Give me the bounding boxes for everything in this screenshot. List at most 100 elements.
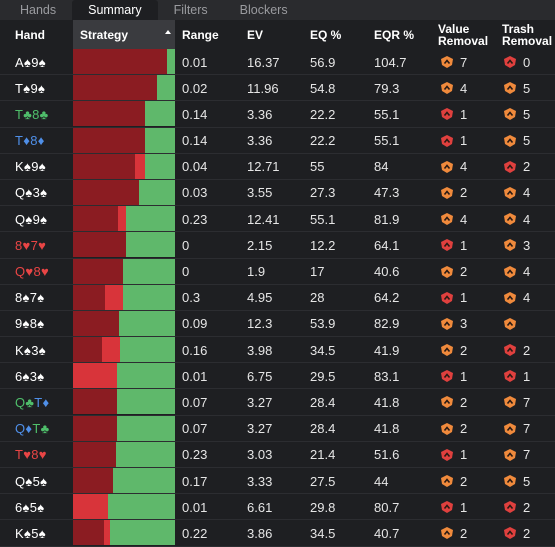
strategy-seg-green — [166, 49, 175, 74]
trash-removal-cell: 2 — [503, 494, 530, 520]
strategy-seg-dark-red — [73, 232, 127, 258]
hand-card: 8♥ — [33, 264, 49, 279]
removal-shield-icon — [503, 291, 517, 305]
ev-cell: 3.55 — [247, 185, 273, 201]
strategy-seg-dark-red — [73, 415, 117, 441]
column-header-trash-removal[interactable]: Trash Removal — [502, 20, 555, 49]
column-header-ev[interactable]: EV — [247, 27, 264, 42]
removal-value: 1 — [460, 368, 468, 384]
eq-cell: 34.5 — [310, 525, 336, 541]
value-removal-line-1: Value — [438, 21, 470, 36]
eq-cell: 53.9 — [310, 316, 336, 332]
table-row[interactable]: Q♥ 8♥ 0 1.9 17 40.6 2 4 — [0, 258, 555, 285]
removal-shield-icon — [440, 134, 454, 148]
hand-card: Q♣ — [15, 394, 35, 410]
column-header-value-removal[interactable]: Value Removal — [438, 20, 498, 49]
table-row[interactable]: Q♠ 5♠ 0.17 3.33 27.5 44 2 5 — [0, 468, 555, 495]
table-row[interactable]: Q♠ 9♠ 0.23 12.41 55.1 81.9 4 4 — [0, 206, 555, 233]
sort-ascending-icon[interactable] — [165, 30, 171, 34]
tab-hands[interactable]: Hands — [20, 3, 57, 17]
range-cell: 0 — [182, 237, 190, 253]
tab-summary[interactable]: Summary — [72, 0, 158, 20]
strategy-seg-green — [126, 232, 175, 258]
trash-removal-cell: 2 — [503, 337, 530, 363]
table-row[interactable]: 9♠ 8♠ 0.09 12.3 53.9 82.9 3 — [0, 310, 555, 338]
removal-value: 5 — [523, 80, 531, 96]
tab-blockers[interactable]: Blockers — [239, 3, 288, 17]
strategy-seg-bright-red — [117, 206, 127, 232]
removal-value: 3 — [460, 316, 468, 332]
strategy-seg-green — [115, 441, 175, 467]
eq-cell: 21.4 — [310, 447, 336, 463]
removal-shield-icon — [440, 238, 454, 252]
strategy-bar — [73, 389, 175, 415]
table-row[interactable]: 8♠ 7♠ 0.3 4.95 28 64.2 1 4 — [0, 284, 555, 311]
table-row[interactable]: 6♠ 5♠ 0.01 6.61 29.8 80.7 1 2 — [0, 494, 555, 521]
eqr-cell: 83.1 — [374, 368, 400, 384]
strategy-bar — [73, 127, 175, 153]
removal-value: 2 — [523, 499, 531, 515]
trash-removal-cell: 2 — [503, 154, 530, 180]
table-row[interactable]: 8♥ 7♥ 0 2.15 12.2 64.1 1 3 — [0, 232, 555, 259]
hand-card: T♦ — [15, 133, 31, 149]
table-row[interactable]: Q♠ 3♠ 0.03 3.55 27.3 47.3 2 4 — [0, 179, 555, 207]
eq-cell: 34.5 — [310, 342, 336, 358]
eqr-cell: 84 — [374, 159, 389, 175]
table-row[interactable]: K♠ 5♠ 0.22 3.86 34.5 40.7 2 2 — [0, 520, 555, 547]
table-row[interactable]: A♠ 9♠ 0.01 16.37 56.9 104.7 7 0 — [0, 49, 555, 76]
value-removal-cell: 1 — [440, 232, 467, 258]
eqr-cell: 81.9 — [374, 211, 400, 227]
trash-removal-cell: 1 — [503, 363, 530, 389]
table-row[interactable]: T♣ 8♣ 0.14 3.36 22.2 55.1 1 5 — [0, 101, 555, 128]
hands-table-body: A♠ 9♠ 0.01 16.37 56.9 104.7 7 0 T♠ 9♠ 0.02 11.96 54.… — [0, 49, 555, 547]
removal-shield-icon — [503, 265, 517, 279]
removal-value: 7 — [523, 421, 531, 437]
column-header-eqr[interactable]: EQR % — [374, 27, 415, 42]
hand-card: 9♠ — [31, 159, 46, 175]
strategy-seg-bright-red — [103, 520, 110, 546]
eqr-cell: 104.7 — [374, 54, 407, 70]
removal-shield-icon — [503, 526, 517, 540]
strategy-seg-green — [145, 101, 175, 127]
eq-cell: 29.5 — [310, 368, 336, 384]
trash-removal-cell: 7 — [503, 442, 530, 468]
removal-value: 1 — [460, 290, 468, 306]
table-row[interactable]: Q♦ T♣ 0.07 3.27 28.4 41.8 2 7 — [0, 415, 555, 442]
strategy-seg-dark-red — [73, 441, 116, 467]
hand-card: K♠ — [15, 159, 32, 175]
strategy-bar — [73, 258, 175, 284]
range-cell: 0.07 — [182, 394, 208, 410]
removal-value: 4 — [523, 211, 531, 227]
range-cell: 0.14 — [182, 106, 208, 122]
column-header-hand[interactable]: Hand — [15, 27, 45, 42]
trash-removal-line-2: Removal — [502, 33, 553, 48]
eq-cell: 28.4 — [310, 394, 336, 410]
table-row[interactable]: K♠ 3♠ 0.16 3.98 34.5 41.9 2 2 — [0, 337, 555, 364]
eqr-cell: 64.1 — [374, 237, 400, 253]
ev-cell: 11.96 — [247, 80, 279, 96]
tab-filters[interactable]: Filters — [173, 3, 208, 17]
table-row[interactable]: T♠ 9♠ 0.02 11.96 54.8 79.3 4 5 — [0, 75, 555, 102]
column-header-strategy[interactable]: Strategy — [73, 20, 175, 49]
table-row[interactable]: 6♠ 3♠ 0.01 6.75 29.5 83.1 1 1 — [0, 363, 555, 390]
range-cell: 0.3 — [182, 290, 201, 306]
table-row[interactable]: Q♣ T♦ 0.07 3.27 28.4 41.8 2 7 — [0, 389, 555, 416]
hand-cell: Q♣ T♦ — [15, 389, 49, 415]
column-header-range[interactable]: Range — [182, 27, 219, 42]
removal-shield-icon — [440, 291, 454, 305]
hand-cell: Q♦ T♣ — [15, 416, 49, 442]
column-header-eq[interactable]: EQ % — [310, 27, 342, 42]
trash-removal-cell: 4 — [503, 206, 530, 232]
tab-bar: Hands Summary Filters Blockers — [0, 0, 555, 20]
value-removal-cell: 4 — [440, 154, 467, 180]
table-row[interactable]: K♠ 9♠ 0.04 12.71 55 84 4 2 — [0, 153, 555, 180]
ev-cell: 2.15 — [247, 237, 273, 253]
strategy-seg-bright-red — [104, 284, 123, 310]
table-row[interactable]: T♦ 8♦ 0.14 3.36 22.2 55.1 1 5 — [0, 127, 555, 154]
value-removal-cell: 2 — [440, 180, 467, 206]
strategy-seg-green — [107, 494, 175, 520]
table-row[interactable]: T♥ 8♥ 0.23 3.03 21.4 51.6 1 7 — [0, 441, 555, 468]
hand-card: A♠ — [15, 54, 32, 70]
trash-removal-cell: 7 — [503, 389, 530, 415]
strategy-seg-dark-red — [73, 75, 157, 101]
